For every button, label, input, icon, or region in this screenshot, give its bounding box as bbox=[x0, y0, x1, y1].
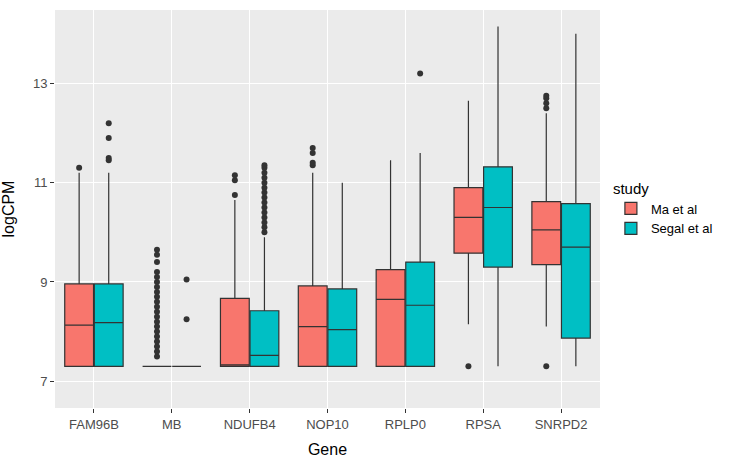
svg-text:RPSA: RPSA bbox=[466, 417, 502, 432]
svg-text:logCPM: logCPM bbox=[0, 181, 17, 238]
svg-text:9: 9 bbox=[40, 275, 47, 290]
svg-text:Ma et al: Ma et al bbox=[651, 202, 697, 217]
svg-text:study: study bbox=[613, 180, 649, 197]
svg-text:FAM96B: FAM96B bbox=[69, 417, 119, 432]
svg-text:NOP10: NOP10 bbox=[306, 417, 349, 432]
svg-text:NDUFB4: NDUFB4 bbox=[224, 417, 276, 432]
svg-text:11: 11 bbox=[34, 175, 48, 190]
svg-text:MB: MB bbox=[162, 417, 182, 432]
svg-text:Segal et al: Segal et al bbox=[651, 221, 713, 236]
svg-text:7: 7 bbox=[40, 374, 47, 389]
svg-text:RPLP0: RPLP0 bbox=[385, 417, 426, 432]
svg-text:13: 13 bbox=[33, 76, 47, 91]
svg-text:Gene: Gene bbox=[308, 441, 347, 458]
svg-text:SNRPD2: SNRPD2 bbox=[535, 417, 588, 432]
